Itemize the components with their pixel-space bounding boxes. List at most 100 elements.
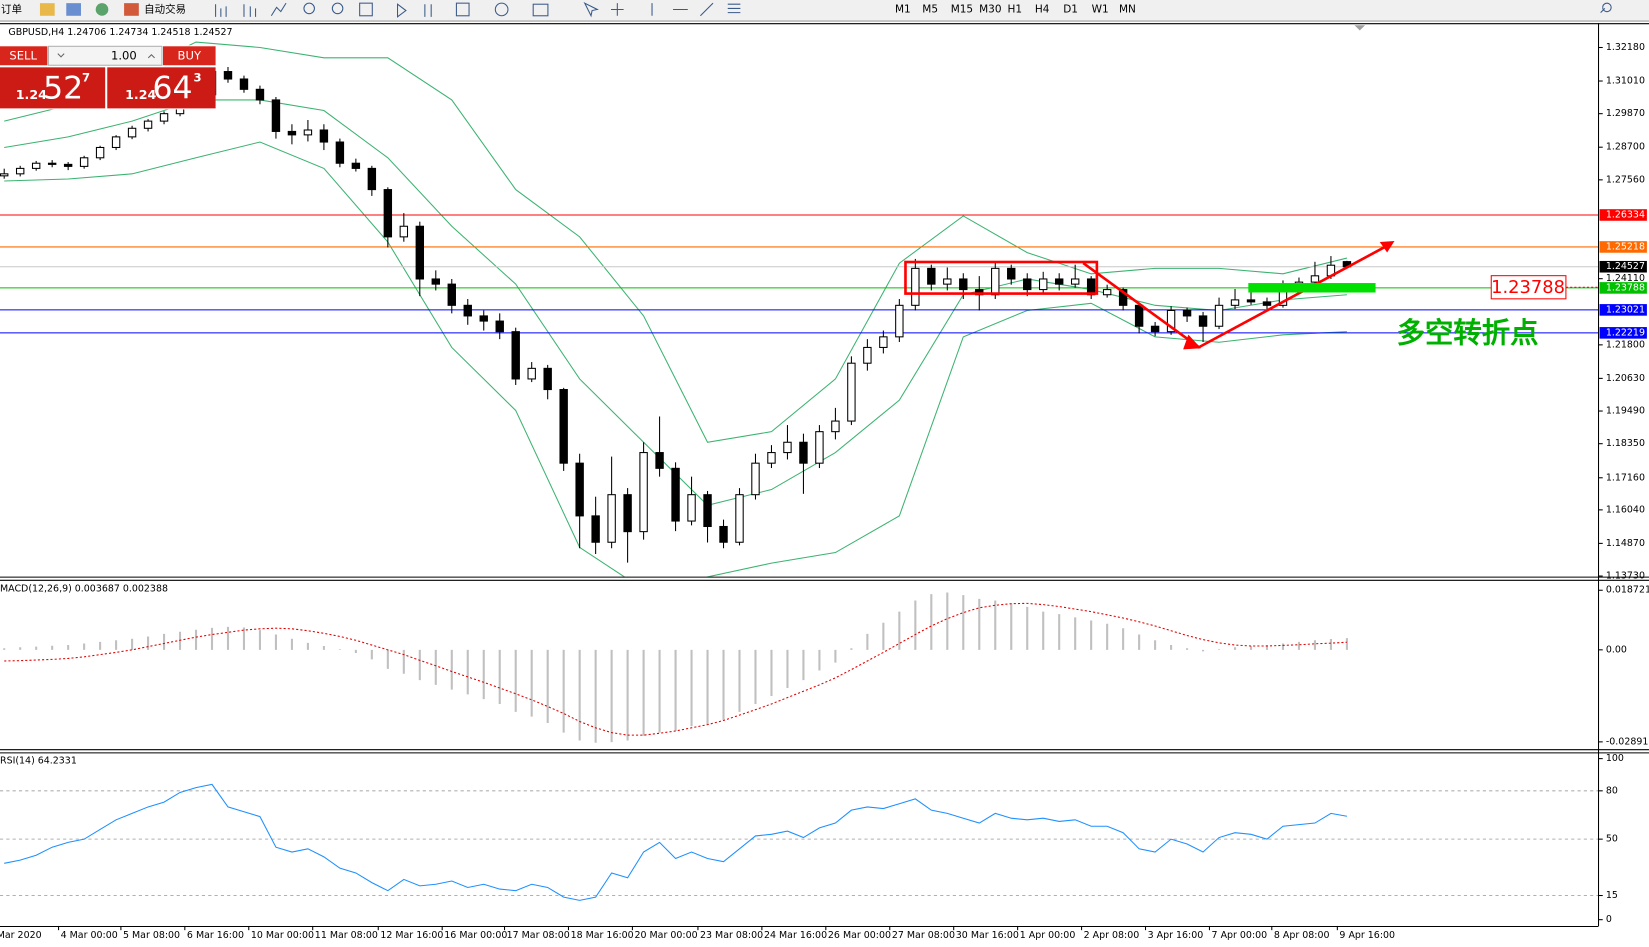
sell-price-pips[interactable]: 52 <box>43 70 83 106</box>
candle-body <box>1102 289 1112 296</box>
icon[interactable] <box>215 4 227 17</box>
icon[interactable] <box>651 2 741 17</box>
icon[interactable] <box>303 2 315 15</box>
lot-value[interactable]: 1.00 <box>111 48 137 62</box>
period-button[interactable]: M5 <box>922 3 938 15</box>
icon[interactable] <box>583 1 599 18</box>
buy-price-pips[interactable]: 64 <box>152 70 192 106</box>
period-button[interactable]: H1 <box>1007 3 1022 15</box>
level-callout-text: 1.23788 <box>1491 277 1565 298</box>
trade-panel: SELL 1.00 BUY 1.24 52 7 1.24 64 3 <box>0 45 216 110</box>
buy-button[interactable] <box>163 46 216 66</box>
candle-body <box>367 167 377 191</box>
sell-label[interactable]: SELL <box>9 48 37 62</box>
icon[interactable] <box>39 3 55 16</box>
buy-price-big[interactable]: 1.24 <box>125 87 156 102</box>
candle-body <box>783 441 792 454</box>
x-tick-label: 5 Mar 08:00 <box>123 930 180 941</box>
icon[interactable] <box>397 3 407 18</box>
y-tick-label: 100 <box>1606 753 1624 764</box>
icon[interactable] <box>270 2 287 17</box>
candle-body <box>1166 309 1176 333</box>
icon[interactable] <box>424 4 432 17</box>
y-tick-label: 1.18350 <box>1606 438 1645 449</box>
icon[interactable] <box>532 3 549 17</box>
macd-signal <box>4 602 1347 736</box>
sell-price-frac[interactable]: 7 <box>82 70 90 84</box>
y-tick-label: 1.20630 <box>1606 373 1645 384</box>
candle-body <box>383 189 393 238</box>
candle-body <box>543 367 552 391</box>
y-tick-label: 1.24110 <box>1606 273 1645 284</box>
price-level-label: 1.26334 <box>1606 209 1645 220</box>
icon[interactable] <box>95 3 109 16</box>
bollinger-upper <box>4 41 1348 443</box>
icon[interactable] <box>243 4 257 17</box>
candle-body <box>1230 299 1240 306</box>
icon[interactable] <box>494 2 509 17</box>
candle-body <box>1118 289 1128 306</box>
candle-body <box>111 136 121 149</box>
lot-input[interactable] <box>47 45 163 66</box>
candle-body <box>527 367 536 380</box>
chart-title: GBPUSD,H4 1.24706 1.24734 1.24518 1.2452… <box>8 27 232 38</box>
y-tick-label: 0.00 <box>1606 644 1627 655</box>
sell-price-box[interactable] <box>0 67 106 109</box>
candle-body <box>143 120 153 129</box>
range-box <box>904 260 1099 295</box>
y-tick-label: 1.32180 <box>1606 42 1645 53</box>
buy-price-frac[interactable]: 3 <box>194 70 202 84</box>
period-button[interactable]: MN <box>1119 3 1136 15</box>
price-level-box <box>1599 241 1647 253</box>
axes: 1.321801.310101.298701.287001.275601.241… <box>0 23 1649 941</box>
candle-body <box>895 304 904 338</box>
toolbar-icons <box>215 1 741 18</box>
candle-body <box>1054 278 1064 285</box>
candle-body <box>911 267 920 306</box>
candle-body <box>15 167 25 175</box>
candle-body <box>927 267 936 285</box>
candle-body <box>1039 278 1048 291</box>
price-pane <box>0 41 1599 577</box>
x-tick-label: 1 Apr 00:00 <box>1020 930 1076 941</box>
period-button[interactable]: W1 <box>1092 3 1109 15</box>
rsi-title: RSI(14) 64.2331 <box>0 755 77 766</box>
buy-price-box[interactable] <box>107 67 216 109</box>
candle-body <box>1310 275 1320 283</box>
icon[interactable] <box>455 2 470 17</box>
candle-body <box>95 146 105 159</box>
icon[interactable] <box>124 3 139 16</box>
y-tick-label: 1.28700 <box>1606 142 1645 153</box>
buy-label[interactable]: BUY <box>178 48 202 62</box>
spinner[interactable] <box>57 53 155 59</box>
sell-button[interactable] <box>0 46 48 66</box>
icon[interactable] <box>66 3 81 16</box>
period-button[interactable]: D1 <box>1063 3 1078 15</box>
candle-body <box>575 462 584 517</box>
shift-marker <box>1354 25 1366 31</box>
x-tick-label: 17 Mar 08:00 <box>507 930 570 941</box>
y-tick-label: 80 <box>1606 785 1618 796</box>
x-tick-label: 4 Mar 00:00 <box>61 930 118 941</box>
period-button[interactable]: M15 <box>951 3 973 15</box>
autotrade-button[interactable]: 自动交易 <box>144 2 186 15</box>
sell-price-big[interactable]: 1.24 <box>16 87 47 102</box>
price-level-label: 1.23788 <box>1606 282 1645 293</box>
x-tick-label: 2 Apr 08:00 <box>1084 930 1140 941</box>
period-button[interactable]: M30 <box>979 3 1001 15</box>
period-button[interactable]: M1 <box>895 3 911 15</box>
search-icon[interactable] <box>1600 2 1612 13</box>
candle-body <box>127 127 137 138</box>
icon[interactable] <box>611 3 624 16</box>
price-level-box <box>1599 327 1647 339</box>
orders-button[interactable]: 订单 <box>1 3 22 15</box>
y-tick-label: 1.14870 <box>1606 538 1645 549</box>
icon[interactable] <box>331 2 344 15</box>
candle-body <box>1070 278 1080 285</box>
icon[interactable] <box>359 2 373 17</box>
x-tick-label: Mar 2020 <box>0 930 42 941</box>
candle-body <box>959 278 968 291</box>
candle-body <box>1214 304 1224 327</box>
period-button[interactable]: H4 <box>1035 3 1050 15</box>
